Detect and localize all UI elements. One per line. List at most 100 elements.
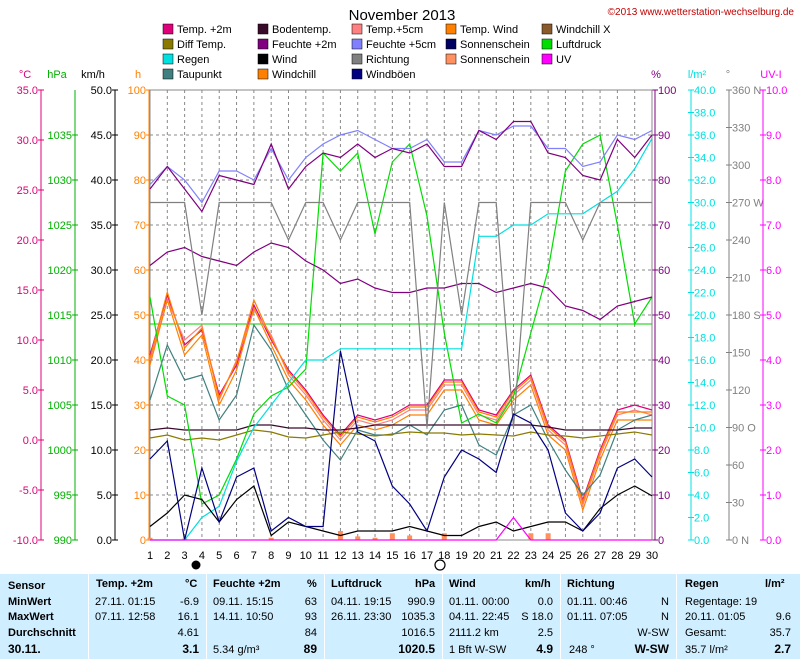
wind-tick-label: 15.0 (91, 400, 112, 412)
legend-label: Luftdruck (556, 39, 602, 51)
pressure-tick-label: 1000 (48, 445, 72, 457)
series-line (149, 298, 653, 507)
direction-tick-label: 60 (732, 460, 744, 472)
pressure-tick-label: 990 (54, 535, 72, 547)
x-tick-label: 7 (251, 550, 257, 562)
rain-total-label: Gesamt: (685, 627, 727, 639)
pressure-today-value: 1020.5 (398, 642, 435, 656)
humidity-tick-label: 50 (658, 310, 670, 322)
x-tick-label: 27 (594, 550, 606, 562)
pressure-tick-label: 1025 (48, 220, 72, 232)
pressure-min-value: 990.9 (407, 596, 435, 608)
rain-header: Regen (685, 578, 719, 590)
legend-label: Windchill (272, 69, 316, 81)
wind-tick-label: 50.0 (91, 85, 112, 97)
wind-header: Wind (449, 578, 476, 590)
temp-header: Temp. +2m (96, 578, 153, 590)
weather-chart: November 2013 ©2013 www.wetterstation-we… (13, 7, 794, 571)
temp-tick-label: 20.0 (17, 235, 38, 247)
wind-distance: 2111.2 km (449, 627, 499, 639)
x-tick-label: 17 (421, 550, 433, 562)
rain-today-value: 2.7 (774, 642, 791, 656)
uv-tick-label: 6.0 (766, 265, 781, 277)
statistics-panel: Sensor MinWert MaxWert Durchschnitt 30.1… (0, 574, 800, 659)
x-tick-label: 28 (611, 550, 623, 562)
x-tick-label: 19 (455, 550, 467, 562)
rain-tick-label: 8.0 (694, 445, 709, 457)
direction-min-value: N (661, 596, 669, 608)
wind-tick-label: 20.0 (91, 355, 112, 367)
x-tick-label: 5 (216, 550, 222, 562)
temp-unit: °C (185, 578, 198, 590)
direction-tick-label: 30 (732, 498, 744, 510)
legend-label: Feuchte +5cm (366, 39, 436, 51)
wind-beaufort: 1 Bft W-SW (449, 644, 507, 656)
direction-tick-label: 210 (732, 273, 750, 285)
humidity-tick-label: 20 (658, 445, 670, 457)
series-line (149, 429, 653, 441)
rain-tick-label: 16.0 (694, 355, 715, 367)
direction-tick-label: 150 (732, 348, 750, 360)
legend-swatch (541, 23, 553, 35)
humidity-max-value: 93 (304, 611, 317, 623)
x-tick-label: 16 (404, 550, 416, 562)
humidity-max-time: 14.11. 10:50 (213, 611, 274, 623)
x-tick-label: 10 (300, 550, 312, 562)
temp-tick-label: 35.0 (17, 85, 38, 97)
sunshine-bar (407, 535, 413, 540)
uv-tick-label: 5.0 (766, 310, 781, 322)
rain-total-value: 35.7 (769, 627, 791, 639)
sunshine-bar (372, 537, 378, 540)
uv-tick-label: 4.0 (766, 355, 781, 367)
sunshine-bar (355, 536, 361, 540)
wind-tick-label: 10.0 (91, 445, 112, 457)
series-line (149, 120, 653, 213)
wind-tick-label: 45.0 (91, 130, 112, 142)
series-lines (149, 120, 653, 541)
x-tick-label: 14 (369, 550, 381, 562)
x-tick-label: 8 (268, 550, 274, 562)
pressure-tick-label: 1005 (48, 400, 72, 412)
sun-tick-label: 50 (134, 310, 146, 322)
uv-tick-label: 2.0 (766, 445, 781, 457)
sunshine-bar (268, 537, 274, 540)
series-line (149, 485, 653, 537)
wind-tick-label: 35.0 (91, 220, 112, 232)
sunshine-bar (389, 533, 395, 540)
direction-tick-label: 330 (732, 123, 750, 135)
temp-tick-label: 15.0 (17, 285, 38, 297)
rain-max-time: 20.11. 01:05 (685, 611, 746, 623)
pressure-min-time: 04.11. 19:15 (331, 596, 392, 608)
legend-swatch (257, 68, 269, 80)
rain-tick-label: 30.0 (694, 198, 715, 210)
pressure-max-time: 26.11. 23:30 (331, 611, 392, 623)
legend-label: Sonnenschein (460, 39, 530, 51)
wind-max-value: S 18.0 (521, 611, 553, 623)
humidity-header: Feuchte +2m (213, 578, 281, 590)
wind-min-value: 0.0 (537, 596, 553, 608)
direction-tick-label: 300 (732, 160, 750, 172)
sunshine-bar (441, 533, 447, 540)
sun-tick-label: 80 (134, 175, 146, 187)
x-tick-label: 30 (646, 550, 658, 562)
legend-swatch (162, 23, 174, 35)
direction-min-time: 01.11. 00:46 (567, 596, 628, 608)
legend-swatch (351, 38, 363, 50)
series-line (149, 293, 653, 502)
sunshine-bar (147, 537, 153, 540)
row-label-min: MinWert (8, 596, 52, 608)
legend-swatch (445, 23, 457, 35)
direction-header: Richtung (567, 578, 615, 590)
direction-axis-label: ° (726, 69, 730, 81)
sun-tick-label: 90 (134, 130, 146, 142)
direction-tick-label: 90 O (732, 423, 756, 435)
uv-tick-label: 1.0 (766, 490, 781, 502)
humidity-tick-label: 40 (658, 355, 670, 367)
humidity-axis-label: % (651, 69, 661, 81)
direction-avg-value: W-SW (637, 627, 669, 639)
humidity-min-time: 09.11. 15:15 (213, 596, 274, 608)
series-line (150, 138, 653, 541)
legend-label: Diff Temp. (177, 39, 226, 51)
humidity-avg-value: 84 (304, 627, 317, 639)
rain-days: Regentage: 19 (685, 596, 758, 608)
